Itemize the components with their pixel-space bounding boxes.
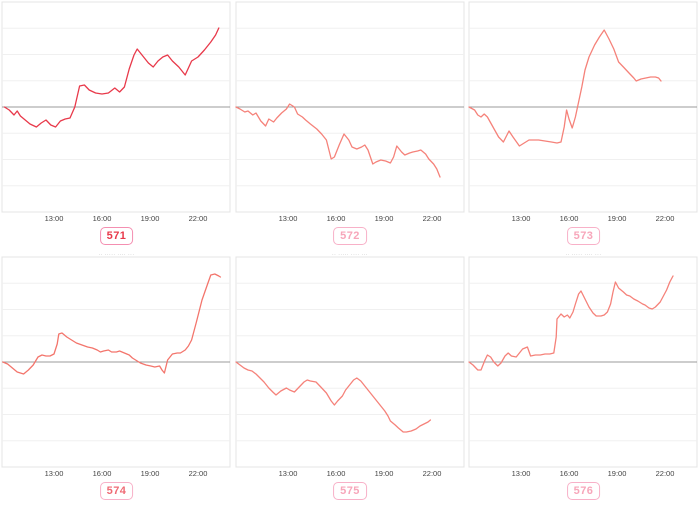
subplot-cell-575: ·· ····· ···· ··· 13:00 16:00 19:00 22:00 5… — [234, 252, 467, 507]
x-tick-label: 16:00 — [326, 214, 345, 223]
line-chart-573[interactable]: 13:00 16:00 19:00 22:00 — [467, 0, 700, 252]
line-chart-572[interactable]: 13:00 16:00 19:00 22:00 — [234, 0, 467, 252]
x-tick-label: 22:00 — [422, 214, 441, 223]
x-tick-label: 22:00 — [189, 214, 208, 223]
subplot-title: ·· ····· ···· ··· — [234, 0, 467, 2]
page-badge-571[interactable]: 571 — [99, 227, 134, 245]
x-tick-label: 13:00 — [278, 214, 297, 223]
x-tick-label: 19:00 — [141, 469, 160, 478]
subplot-title: ·· ····· ···· ··· — [332, 252, 368, 258]
line-chart-574[interactable]: 13:00 16:00 19:00 22:00 — [0, 255, 233, 507]
price-line — [468, 29, 662, 147]
price-line — [234, 361, 431, 433]
x-tick-label: 22:00 — [656, 214, 675, 223]
price-line — [2, 273, 222, 375]
x-tick-label: 16:00 — [93, 469, 112, 478]
x-tick-label: 19:00 — [374, 214, 393, 223]
line-chart-576[interactable]: 13:00 16:00 19:00 22:00 — [467, 255, 700, 507]
subplot-cell-572: ·· ····· ···· ··· 13:00 16:00 19:00 22:00 5… — [234, 0, 467, 252]
x-tick-label: 13:00 — [45, 469, 64, 478]
line-chart-571[interactable]: 13:00 16:00 19:00 22:00 — [0, 0, 233, 252]
subplot-cell-573: ·· ····· ···· ··· 13:00 16:00 19:00 22:00 5… — [467, 0, 700, 252]
price-line — [234, 103, 441, 178]
x-tick-label: 13:00 — [512, 469, 531, 478]
page-badge-574[interactable]: 574 — [99, 482, 134, 500]
x-tick-label: 19:00 — [608, 469, 627, 478]
price-line — [3, 27, 220, 128]
x-tick-label: 22:00 — [422, 469, 441, 478]
page-badge-576[interactable]: 576 — [566, 482, 601, 500]
x-tick-label: 16:00 — [326, 469, 345, 478]
subplot-title: ·· ····· ···· ··· — [98, 252, 135, 258]
page-badge-573[interactable]: 573 — [566, 227, 601, 245]
x-tick-label: 19:00 — [374, 469, 393, 478]
x-tick-label: 13:00 — [45, 214, 64, 223]
x-tick-label: 22:00 — [656, 469, 675, 478]
x-tick-label: 19:00 — [141, 214, 160, 223]
page-badge-572[interactable]: 572 — [333, 227, 367, 245]
subplot-cell-576: ·· ····· ···· ··· 13:00 16:00 19:00 22:00 5… — [467, 252, 700, 507]
x-tick-label: 16:00 — [93, 214, 112, 223]
page-badge-575[interactable]: 575 — [333, 482, 367, 500]
x-tick-label: 19:00 — [608, 214, 627, 223]
subplot-cell-571: 13:00 16:00 19:00 22:00 571 — [0, 0, 233, 252]
x-tick-label: 13:00 — [512, 214, 531, 223]
x-tick-label: 16:00 — [560, 469, 579, 478]
line-chart-575[interactable]: 13:00 16:00 19:00 22:00 — [234, 255, 467, 507]
x-tick-label: 22:00 — [189, 469, 208, 478]
subplot-cell-574: ·· ····· ···· ··· 13:00 16:00 19:00 22:00 5… — [0, 252, 233, 507]
subplot-title: ·· ····· ···· ··· — [565, 252, 602, 258]
price-line — [468, 275, 674, 371]
x-tick-label: 16:00 — [560, 214, 579, 223]
subplot-title: ·· ····· ···· ··· — [467, 0, 700, 2]
x-tick-label: 13:00 — [278, 469, 297, 478]
